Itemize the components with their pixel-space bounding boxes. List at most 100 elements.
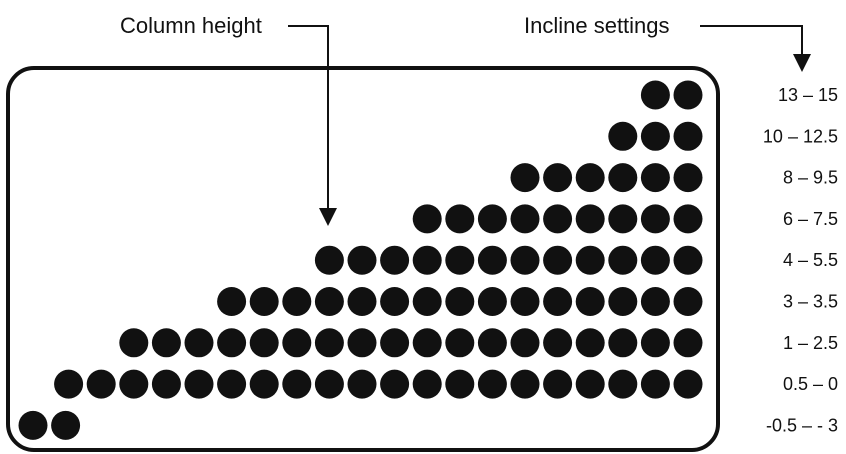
level-dot (673, 287, 703, 316)
level-dot (673, 163, 703, 193)
level-dot (184, 328, 214, 358)
level-dot (412, 245, 442, 275)
level-dot (217, 287, 247, 316)
incline-level-label: 10 – 12.5 (763, 126, 838, 146)
level-dot (640, 121, 670, 151)
level-dot (640, 369, 670, 399)
level-dot (608, 245, 638, 275)
level-dot (249, 328, 279, 358)
incline-level-label: 6 – 7.5 (783, 209, 838, 229)
level-dot (673, 245, 703, 275)
incline-level-label: 8 – 9.5 (783, 168, 838, 188)
level-dot (543, 287, 573, 316)
column-height-arrow (288, 25, 329, 212)
level-dot (477, 245, 507, 275)
level-dot (314, 369, 344, 399)
level-dot (673, 328, 703, 358)
level-dot (673, 369, 703, 399)
level-dot (575, 163, 605, 193)
incline-settings-label: Incline settings (524, 13, 670, 38)
level-dot (54, 369, 84, 399)
level-dot (217, 369, 247, 399)
column-height-arrowhead (319, 208, 337, 226)
level-dot (510, 163, 540, 193)
incline-level-label: 1 – 2.5 (783, 333, 838, 353)
level-dot (477, 328, 507, 358)
level-dot (347, 245, 377, 275)
level-dot (51, 410, 81, 440)
level-dot (151, 328, 181, 358)
display-frame (6, 66, 720, 452)
level-dot (673, 80, 703, 110)
level-dot (119, 369, 149, 399)
level-dot (151, 369, 181, 399)
level-dot (249, 287, 279, 316)
level-dot (673, 204, 703, 234)
level-dot (119, 328, 149, 358)
level-dot (412, 369, 442, 399)
level-dot (282, 328, 312, 358)
level-dot (86, 369, 116, 399)
level-dot (445, 204, 475, 234)
level-dot (445, 369, 475, 399)
level-dot (510, 328, 540, 358)
level-dot (412, 328, 442, 358)
level-dot (510, 287, 540, 316)
incline-level-labels: 13 – 15 10 – 12.5 8 – 9.5 6 – 7.5 4 – 5.5 3 –… (763, 85, 838, 435)
incline-level-label: -0.5 – - 3 (766, 415, 838, 435)
level-dot (18, 410, 48, 440)
level-dot (217, 328, 247, 358)
level-dot (543, 163, 573, 193)
level-dot (380, 328, 410, 358)
dot-grid (18, 80, 703, 440)
level-dot (673, 121, 703, 151)
level-dot (575, 328, 605, 358)
level-dot (608, 328, 638, 358)
level-dot (412, 287, 442, 316)
incline-settings-arrowhead (793, 54, 811, 72)
level-dot (510, 369, 540, 399)
level-dot (510, 204, 540, 234)
level-dot (477, 287, 507, 316)
level-dot (347, 287, 377, 316)
level-dot (608, 163, 638, 193)
level-dot (380, 287, 410, 316)
incline-level-label: 3 – 3.5 (783, 292, 838, 312)
level-dot (640, 204, 670, 234)
level-dot (575, 287, 605, 316)
level-dot (575, 204, 605, 234)
incline-level-label: 4 – 5.5 (783, 250, 838, 270)
level-dot (477, 369, 507, 399)
level-dot (347, 328, 377, 358)
level-dot (249, 369, 279, 399)
level-dot (543, 245, 573, 275)
incline-level-label: 13 – 15 (778, 85, 838, 105)
level-dot (608, 287, 638, 316)
level-dot (543, 204, 573, 234)
level-dot (608, 369, 638, 399)
level-dot (282, 287, 312, 316)
level-dot (575, 245, 605, 275)
level-dot (314, 287, 344, 316)
level-dot (640, 80, 670, 110)
level-dot (640, 328, 670, 358)
level-dot (347, 369, 377, 399)
level-dot (543, 369, 573, 399)
level-dot (445, 328, 475, 358)
level-dot (282, 369, 312, 399)
level-dot (608, 121, 638, 151)
column-height-label: Column height (120, 13, 262, 38)
level-dot (575, 369, 605, 399)
level-dot (445, 245, 475, 275)
level-dot (314, 245, 344, 275)
level-dot (640, 163, 670, 193)
level-dot (412, 204, 442, 234)
level-dot (640, 245, 670, 275)
level-dot (543, 328, 573, 358)
level-dot (380, 369, 410, 399)
level-dot (510, 245, 540, 275)
level-dot (640, 287, 670, 316)
level-dot (314, 328, 344, 358)
level-dot (380, 245, 410, 275)
